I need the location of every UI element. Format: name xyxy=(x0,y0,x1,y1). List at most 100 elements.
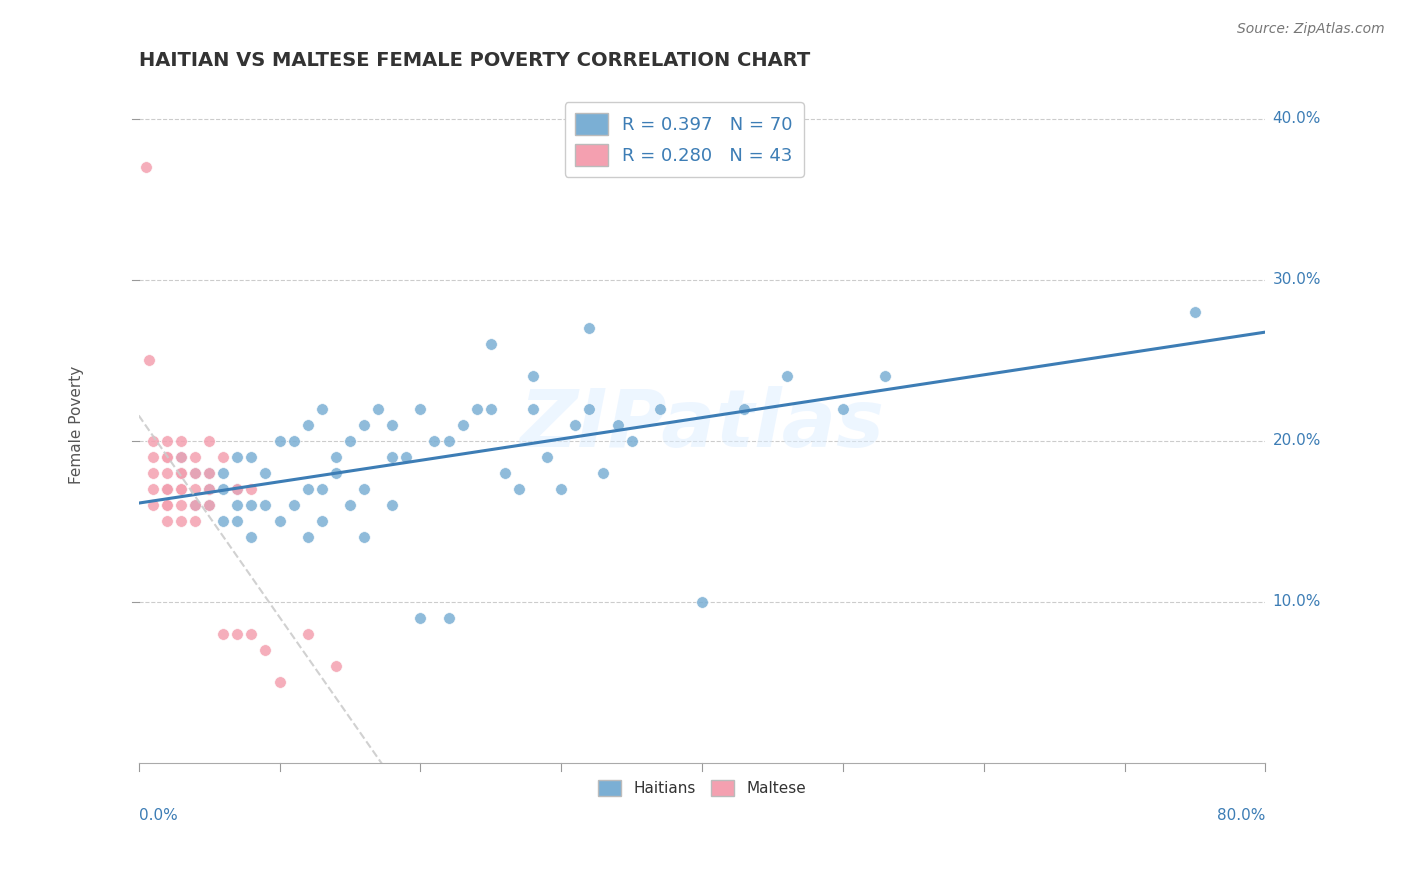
Text: 0.0%: 0.0% xyxy=(139,808,177,822)
Point xyxy=(156,498,179,512)
Point xyxy=(409,401,432,416)
Point xyxy=(339,434,361,448)
Point xyxy=(156,482,179,496)
Point xyxy=(875,369,897,384)
Point xyxy=(198,466,221,480)
Point xyxy=(184,498,207,512)
Text: 40.0%: 40.0% xyxy=(1272,112,1320,126)
Point xyxy=(494,466,516,480)
Point xyxy=(156,466,179,480)
Point xyxy=(212,450,235,464)
Point xyxy=(198,482,221,496)
Point xyxy=(592,466,614,480)
Point xyxy=(564,417,586,432)
Point xyxy=(578,321,600,335)
Point xyxy=(226,514,249,528)
Point xyxy=(138,353,160,368)
Text: 10.0%: 10.0% xyxy=(1272,594,1320,609)
Point xyxy=(212,514,235,528)
Point xyxy=(325,450,347,464)
Point xyxy=(198,466,221,480)
Point xyxy=(142,434,165,448)
Point xyxy=(367,401,389,416)
Point xyxy=(451,417,474,432)
Point xyxy=(353,482,375,496)
Point xyxy=(381,417,404,432)
Point xyxy=(170,434,193,448)
Point xyxy=(156,498,179,512)
Point xyxy=(437,611,460,625)
Point xyxy=(522,401,544,416)
Point xyxy=(170,498,193,512)
Point xyxy=(184,482,207,496)
Point xyxy=(395,450,418,464)
Point xyxy=(690,595,713,609)
Point xyxy=(437,434,460,448)
Point xyxy=(578,401,600,416)
Point xyxy=(170,482,193,496)
Point xyxy=(142,450,165,464)
Point xyxy=(550,482,572,496)
Point xyxy=(198,498,221,512)
Point xyxy=(508,482,530,496)
Point xyxy=(212,482,235,496)
Point xyxy=(198,434,221,448)
Point xyxy=(297,417,319,432)
Point xyxy=(325,659,347,673)
Point xyxy=(226,627,249,641)
Point xyxy=(269,514,291,528)
Text: Female Poverty: Female Poverty xyxy=(69,366,84,483)
Text: 30.0%: 30.0% xyxy=(1272,272,1320,287)
Point xyxy=(283,434,305,448)
Point xyxy=(226,482,249,496)
Point xyxy=(479,337,502,351)
Point xyxy=(156,482,179,496)
Point xyxy=(353,417,375,432)
Text: 80.0%: 80.0% xyxy=(1218,808,1265,822)
Point xyxy=(142,482,165,496)
Point xyxy=(254,643,277,657)
Point xyxy=(212,627,235,641)
Point xyxy=(170,466,193,480)
Point xyxy=(142,498,165,512)
Text: HAITIAN VS MALTESE FEMALE POVERTY CORRELATION CHART: HAITIAN VS MALTESE FEMALE POVERTY CORREL… xyxy=(139,51,810,70)
Point xyxy=(269,675,291,690)
Point xyxy=(311,401,333,416)
Point xyxy=(240,530,263,544)
Point xyxy=(423,434,446,448)
Point xyxy=(381,498,404,512)
Point xyxy=(226,450,249,464)
Point xyxy=(339,498,361,512)
Point xyxy=(170,450,193,464)
Point xyxy=(142,466,165,480)
Point xyxy=(184,466,207,480)
Point xyxy=(254,466,277,480)
Point xyxy=(156,434,179,448)
Point xyxy=(240,498,263,512)
Point xyxy=(311,514,333,528)
Point xyxy=(606,417,628,432)
Point xyxy=(135,160,157,174)
Point xyxy=(283,498,305,512)
Point xyxy=(648,401,671,416)
Point xyxy=(212,466,235,480)
Text: 20.0%: 20.0% xyxy=(1272,434,1320,448)
Point xyxy=(620,434,643,448)
Point xyxy=(269,434,291,448)
Point xyxy=(184,498,207,512)
Point xyxy=(184,450,207,464)
Point xyxy=(240,450,263,464)
Point xyxy=(156,450,179,464)
Point xyxy=(536,450,558,464)
Legend: Haitians, Maltese: Haitians, Maltese xyxy=(592,774,813,803)
Point xyxy=(522,369,544,384)
Point xyxy=(297,627,319,641)
Point xyxy=(170,466,193,480)
Point xyxy=(226,482,249,496)
Point xyxy=(381,450,404,464)
Point xyxy=(831,401,853,416)
Point xyxy=(170,466,193,480)
Point xyxy=(1184,305,1206,319)
Point xyxy=(325,466,347,480)
Point xyxy=(297,530,319,544)
